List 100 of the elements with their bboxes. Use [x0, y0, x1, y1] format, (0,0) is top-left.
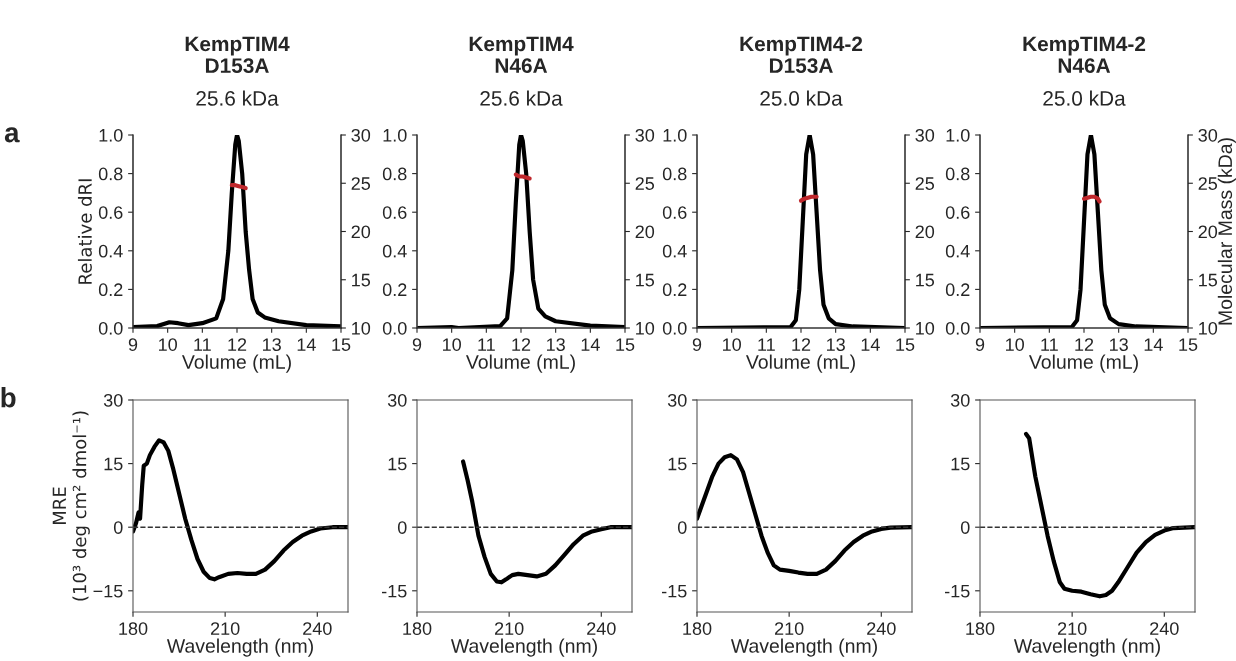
y-tick-label: 0.8: [945, 167, 970, 181]
x-tick-label: 12: [512, 338, 531, 351]
x-tick-label: 13: [1110, 338, 1128, 351]
y-tick-label: -15: [381, 584, 407, 598]
y2-tick-label: 15: [352, 273, 371, 287]
y-tick-label: 0.2: [382, 283, 407, 297]
x-tick-label: 210: [210, 622, 240, 635]
y-tick-label: 0.8: [662, 167, 687, 181]
y-axis-title: Relative dRI: [77, 179, 92, 284]
y2-tick-label: 10: [916, 321, 935, 335]
chart-title: KempTIM4 N46A: [469, 36, 574, 73]
y-tick-label: 0: [397, 521, 407, 534]
x-axis-title: Wavelength (nm): [166, 638, 313, 657]
x-tick-label: 240: [303, 622, 332, 635]
x-axis-title: Volume (mL): [465, 354, 575, 373]
y-tick-label: 30: [103, 393, 123, 407]
x-tick-label: 9: [975, 338, 985, 351]
chart-title: KempTIM4-2 D153A: [740, 36, 863, 74]
x-tick-label: 12: [792, 338, 811, 351]
x-tick-label: 210: [494, 622, 524, 635]
y-tick-label: 30: [387, 393, 407, 407]
chart-subtitle: 25.0 kDa: [760, 90, 843, 106]
y-tick-label: 15: [951, 457, 970, 471]
y2-tick-label: 20: [915, 225, 935, 239]
y-tick-label: 0.8: [98, 167, 123, 181]
x-tick-label: 14: [297, 338, 316, 351]
y-tick-label: 0.0: [382, 321, 407, 335]
x-tick-label: 210: [1057, 622, 1087, 635]
y-tick-label: 15: [104, 457, 123, 471]
x-tick-label: 14: [581, 338, 600, 351]
x-tick-label: 240: [1150, 622, 1179, 635]
x-tick-label: 180: [403, 622, 432, 635]
x-tick-label: 11: [478, 338, 495, 351]
line-series: [460, 459, 632, 585]
x-axis-title: Wavelength (nm): [1013, 638, 1160, 657]
y-tick-label: 0.6: [382, 206, 407, 219]
x-tick-label: 11: [194, 338, 211, 351]
y-tick-label: 0.6: [945, 206, 970, 219]
y2-tick-label: 30: [351, 128, 371, 142]
y-tick-label: 0.0: [945, 321, 970, 335]
y2-tick-label: 15: [636, 273, 655, 287]
y2-tick-label: 10: [1199, 321, 1218, 335]
x-tick-label: 240: [867, 622, 896, 635]
y-tick-label: 15: [388, 457, 407, 471]
x-tick-label: 180: [966, 622, 995, 635]
y-tick-label: 0.4: [382, 244, 407, 258]
y2-axis-title: Molecular Mass (kDa): [1217, 138, 1236, 325]
x-tick-label: 15: [1179, 338, 1198, 351]
x-axis-title: Wavelength (nm): [450, 638, 597, 657]
y2-tick-label: 30: [915, 128, 935, 142]
x-tick-label: 10: [723, 338, 741, 351]
y2-tick-label: 20: [635, 225, 655, 239]
chart-title: KempTIM4-2 N46A: [1023, 36, 1146, 73]
text: b: [1, 387, 16, 408]
x-tick-label: 13: [827, 338, 845, 351]
line-series: [133, 438, 348, 582]
x-tick-label: 180: [683, 622, 712, 635]
y2-tick-label: 15: [916, 273, 935, 287]
y2-tick-label: 25: [351, 177, 371, 190]
y-tick-label: 0.2: [662, 283, 687, 297]
y-tick-label: 0.4: [945, 244, 970, 258]
text: a: [4, 127, 20, 143]
y-tick-label: 15: [668, 457, 687, 471]
x-tick-label: 9: [692, 338, 702, 351]
y-tick-label: -15: [661, 584, 687, 598]
chart-subtitle: 25.0 kDa: [1043, 90, 1126, 106]
y2-tick-label: 25: [635, 177, 655, 190]
chart-title: KempTIM4 D153A: [185, 36, 290, 74]
y-tick-label: 30: [950, 393, 970, 407]
y-tick-label: 0: [677, 521, 687, 534]
x-tick-label: 10: [443, 338, 461, 351]
y2-tick-label: 15: [1199, 273, 1218, 287]
y-tick-label: 1.0: [99, 128, 123, 142]
chart-subtitle: 25.6 kDa: [196, 90, 279, 106]
x-tick-label: 14: [1144, 338, 1163, 351]
y2-tick-label: 10: [352, 321, 371, 335]
y2-tick-label: 30: [635, 128, 655, 142]
y-tick-label: 0: [113, 521, 123, 534]
y-tick-label: 0.0: [662, 321, 687, 335]
x-tick-label: 180: [119, 622, 148, 635]
x-tick-label: 210: [774, 622, 804, 635]
y-tick-label: -15: [944, 584, 970, 598]
y-tick-label: 1.0: [946, 128, 970, 142]
y2-tick-label: 10: [636, 321, 655, 335]
y-tick-label: 0.6: [662, 206, 687, 219]
y2-tick-label: 20: [1198, 225, 1218, 239]
y-tick-label: 1.0: [663, 128, 687, 142]
line-series: [1023, 431, 1195, 599]
x-tick-label: 9: [412, 338, 422, 351]
x-tick-label: 13: [263, 338, 281, 351]
x-tick-label: 10: [1006, 338, 1024, 351]
x-tick-label: 240: [587, 622, 616, 635]
y-tick-label: 1.0: [383, 128, 407, 142]
x-tick-label: 11: [1041, 338, 1058, 351]
x-axis-title: Volume (mL): [745, 354, 855, 373]
y-tick-label: 0.6: [98, 206, 123, 219]
y-tick-label: 0.0: [98, 321, 123, 335]
x-axis-title: Volume (mL): [181, 354, 291, 373]
x-axis-title: Volume (mL): [1028, 354, 1138, 373]
y-tick-label: 0.2: [98, 283, 123, 297]
